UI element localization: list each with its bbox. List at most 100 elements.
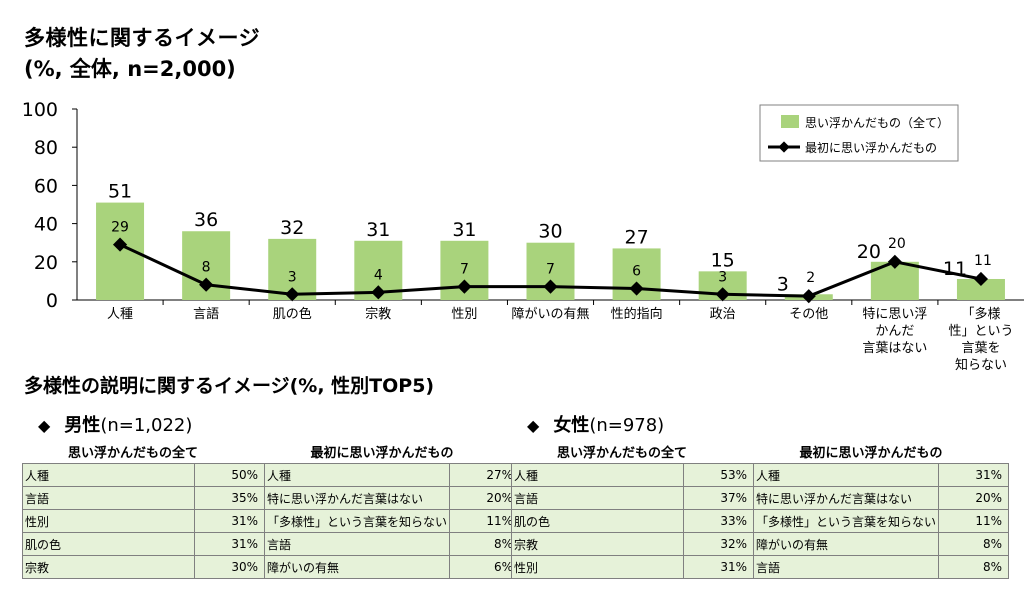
bar-value-label: 15 bbox=[711, 249, 735, 271]
bar-value-label: 27 bbox=[624, 226, 648, 248]
line-marker bbox=[887, 254, 902, 269]
bar-value-label: 31 bbox=[366, 219, 390, 241]
table-cell: 32% bbox=[683, 532, 754, 556]
table-cell: 人種 bbox=[752, 463, 940, 487]
table-cell: 人種 bbox=[511, 463, 684, 487]
table-cell: 言語 bbox=[752, 555, 940, 579]
line-marker bbox=[973, 271, 989, 287]
line-value-label: 7 bbox=[546, 262, 555, 278]
table-row: 性別 31% 言語 8% bbox=[511, 555, 1010, 579]
table-row: 肌の色 31% 言語 8% bbox=[22, 532, 521, 556]
line-marker bbox=[801, 289, 816, 304]
table-cell: 35% bbox=[194, 486, 265, 510]
table-cell: 言語 bbox=[22, 486, 195, 510]
table-cell: 肌の色 bbox=[22, 532, 195, 556]
chart-title: 多様性に関するイメージ bbox=[24, 26, 261, 50]
table-cell: 11% bbox=[938, 509, 1010, 533]
bar-value-label: 30 bbox=[538, 221, 562, 243]
line-value-label: 29 bbox=[111, 220, 129, 236]
table-cell: 20% bbox=[938, 486, 1010, 510]
line-value-label: 4 bbox=[374, 267, 383, 283]
y-tick-label: 20 bbox=[34, 252, 58, 274]
table-cell: 30% bbox=[194, 555, 265, 579]
table-cell: 31% bbox=[938, 463, 1010, 487]
x-category-label: その他 bbox=[789, 307, 828, 322]
x-category-label: 障がいの有無 bbox=[511, 307, 589, 322]
table-cell: 8% bbox=[938, 555, 1010, 579]
table-cell: 人種 bbox=[263, 463, 451, 487]
x-category-label: 性的指向 bbox=[611, 306, 663, 322]
diamond-bullet-icon: ◆ bbox=[38, 416, 51, 435]
x-category-label: かんだ bbox=[875, 324, 914, 339]
line-marker bbox=[629, 281, 644, 296]
table-cell: 人種 bbox=[22, 463, 195, 487]
table-cell: 50% bbox=[194, 463, 265, 487]
x-category-label: 言葉を bbox=[961, 341, 1000, 356]
y-tick-label: 40 bbox=[34, 214, 58, 236]
x-category-label: 「多様 bbox=[961, 306, 1000, 322]
section-title: 多様性の説明に関するイメージ(%, 性別TOP5) bbox=[24, 375, 435, 397]
table-cell: 肌の色 bbox=[511, 509, 684, 533]
x-category-label: 宗教 bbox=[365, 306, 391, 322]
table-cell: 53% bbox=[683, 463, 754, 487]
table-cell: 8% bbox=[449, 532, 521, 556]
bar-value-label: 51 bbox=[108, 181, 132, 203]
table-cell: 20% bbox=[449, 486, 521, 510]
x-category-label: 言葉はない bbox=[862, 341, 927, 356]
bar-value-label: 32 bbox=[280, 217, 304, 239]
column-header: 最初に思い浮かんだもの bbox=[799, 446, 943, 461]
line-marker bbox=[715, 287, 730, 302]
x-category-label: 政治 bbox=[710, 307, 736, 322]
table-row: 言語 35% 特に思い浮かんだ言葉はない 20% bbox=[22, 486, 521, 510]
line-value-label: 3 bbox=[718, 269, 727, 285]
table-cell: 11% bbox=[449, 509, 521, 533]
table-row: 人種 53% 人種 31% bbox=[511, 463, 1010, 487]
line-value-label: 6 bbox=[632, 264, 641, 280]
line-marker bbox=[543, 279, 558, 294]
table-cell: 33% bbox=[683, 509, 754, 533]
x-category-label: 肌の色 bbox=[273, 306, 312, 322]
table-cell: 言語 bbox=[511, 486, 684, 510]
bar-value-label: 20 bbox=[857, 241, 881, 263]
column-header: 思い浮かんだもの全て bbox=[556, 446, 687, 461]
column-header: 思い浮かんだもの全て bbox=[67, 446, 198, 461]
chart-subtitle: (%, 全体, n=2,000) bbox=[24, 57, 236, 81]
y-tick-label: 0 bbox=[46, 290, 58, 312]
y-tick-label: 60 bbox=[34, 175, 58, 197]
diamond-bullet-icon: ◆ bbox=[527, 416, 540, 435]
group-label: 男性 bbox=[64, 415, 101, 436]
group-n: (n=978) bbox=[589, 415, 665, 436]
table-cell: 「多様性」という言葉を知らない bbox=[263, 509, 451, 533]
table-row: 性別 31% 「多様性」という言葉を知らない 11% bbox=[22, 509, 521, 533]
table-row: 言語 37% 特に思い浮かんだ言葉はない 20% bbox=[511, 486, 1010, 510]
table-cell: 宗教 bbox=[511, 532, 684, 556]
table-cell: 宗教 bbox=[22, 555, 195, 579]
table-cell: 8% bbox=[938, 532, 1010, 556]
table-cell: 障がいの有無 bbox=[263, 555, 451, 579]
group-title-male: ◆ 男性(n=1,022) bbox=[38, 411, 192, 437]
line-marker bbox=[457, 279, 472, 294]
legend-label-bar: 思い浮かんだもの（全て） bbox=[805, 115, 949, 130]
line-value-label: 11 bbox=[974, 253, 992, 269]
legend-swatch-marker bbox=[778, 141, 790, 153]
bar-value-label: 3 bbox=[777, 273, 789, 295]
line-marker bbox=[199, 277, 214, 292]
bar bbox=[956, 278, 1005, 300]
group-title-female: ◆ 女性(n=978) bbox=[527, 411, 664, 437]
column-header: 最初に思い浮かんだもの bbox=[310, 446, 454, 461]
table-cell: 性別 bbox=[22, 509, 195, 533]
table-cell: 障がいの有無 bbox=[752, 532, 940, 556]
bar-value-label: 31 bbox=[452, 219, 476, 241]
x-category-label: 人種 bbox=[107, 306, 133, 322]
line-value-label: 7 bbox=[460, 262, 469, 278]
bar-value-label: 36 bbox=[194, 209, 218, 231]
table-row: 肌の色 33% 「多様性」という言葉を知らない 11% bbox=[511, 509, 1010, 533]
table-row: 人種 50% 人種 27% bbox=[22, 463, 521, 487]
x-category-label: 特に思い浮 bbox=[862, 307, 927, 322]
table-cell: 27% bbox=[449, 463, 521, 487]
x-category-label: 言語 bbox=[193, 306, 219, 322]
table-cell: 性別 bbox=[511, 555, 684, 579]
table-cell: 31% bbox=[194, 509, 265, 533]
legend-label-line: 最初に思い浮かんだもの bbox=[805, 141, 937, 155]
